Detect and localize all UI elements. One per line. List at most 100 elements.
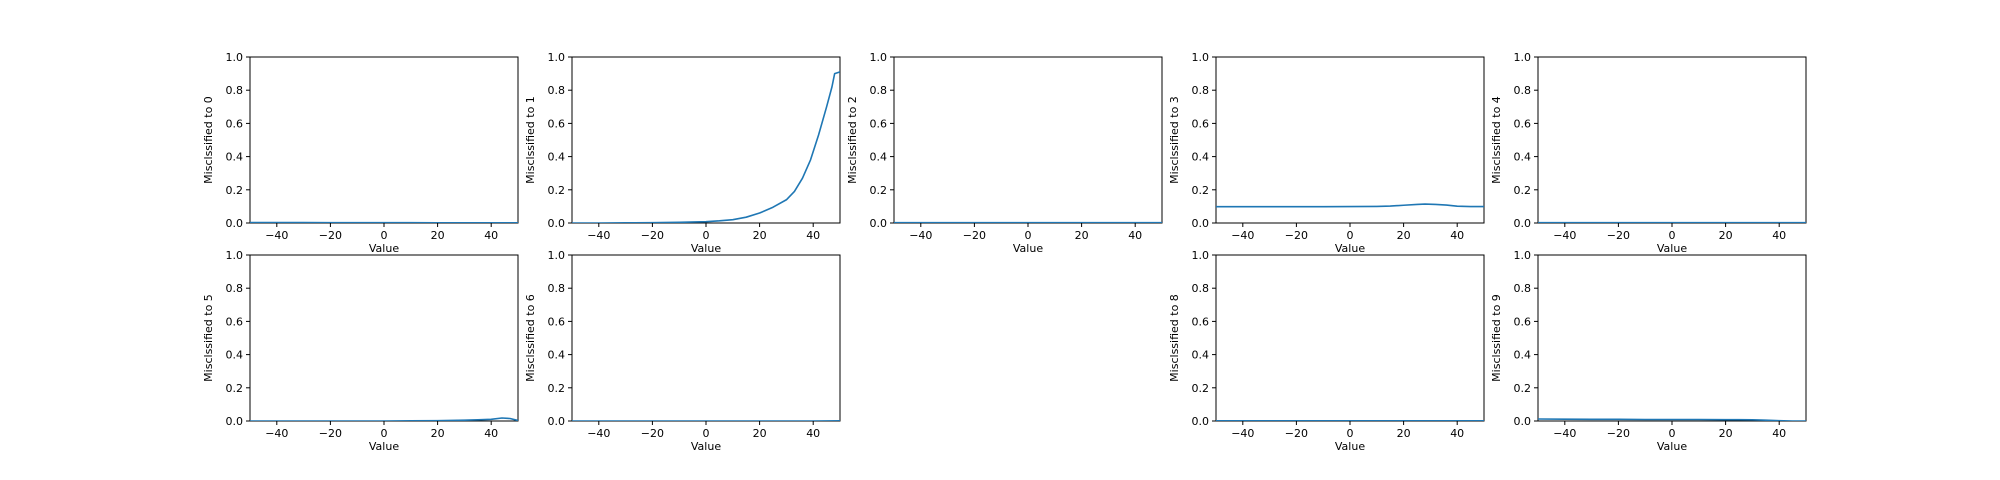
y-tick-label: 1.0 — [548, 249, 566, 262]
y-tick-label: 0.0 — [870, 217, 888, 230]
x-tick-label: 20 — [1075, 229, 1089, 242]
y-tick-label: 1.0 — [870, 51, 888, 64]
x-axis-label: Value — [691, 242, 721, 255]
y-tick-label: 1.0 — [548, 51, 566, 64]
x-tick-label: 40 — [1772, 229, 1786, 242]
x-tick-label: 40 — [1450, 427, 1464, 440]
y-tick-label: 0.4 — [548, 151, 566, 164]
x-axis-label: Value — [1335, 440, 1365, 453]
x-tick-label: 20 — [753, 229, 767, 242]
y-tick-label: 0.6 — [870, 117, 888, 130]
axes-frame — [571, 254, 841, 422]
x-tick-label: 40 — [806, 427, 820, 440]
x-tick-label: −20 — [641, 229, 664, 242]
x-tick-label: 40 — [484, 229, 498, 242]
x-tick-label: −20 — [641, 427, 664, 440]
x-tick-label: 0 — [1347, 427, 1354, 440]
x-axis-label: Value — [1657, 440, 1687, 453]
y-tick-label: 0.8 — [548, 84, 566, 97]
axes-frame — [1215, 254, 1485, 422]
x-tick-label: 20 — [431, 427, 445, 440]
y-axis-label: Misclssified to 8 — [1168, 294, 1181, 382]
y-tick-label: 0.8 — [1192, 84, 1210, 97]
x-tick-label: −40 — [1553, 229, 1576, 242]
x-tick-label: −40 — [265, 427, 288, 440]
subplot-8: −40 −20 0 20 40 0.0 0.2 0.4 0.6 0.8 1.0 Value Miscls… — [1490, 249, 1807, 453]
x-tick-label: −20 — [319, 427, 342, 440]
x-tick-label: −40 — [587, 427, 610, 440]
x-tick-label: 40 — [1450, 229, 1464, 242]
series-line — [1216, 203, 1484, 208]
x-tick-label: −40 — [265, 229, 288, 242]
x-tick-label: 0 — [1669, 229, 1676, 242]
y-tick-label: 0.4 — [1514, 349, 1532, 362]
y-tick-label: 0.6 — [1192, 315, 1210, 328]
x-axis-label: Value — [369, 440, 399, 453]
x-tick-label: −20 — [1285, 427, 1308, 440]
x-tick-label: 20 — [1397, 427, 1411, 440]
y-tick-label: 0.6 — [226, 315, 244, 328]
y-axis-label: Misclssified to 6 — [524, 294, 537, 382]
y-tick-label: 0.0 — [1514, 415, 1532, 428]
y-tick-label: 0.8 — [226, 282, 244, 295]
series-line — [1538, 418, 1806, 421]
y-tick-label: 0.6 — [548, 315, 566, 328]
y-tick-label: 0.2 — [226, 382, 244, 395]
y-tick-label: 0.2 — [548, 184, 566, 197]
y-tick-label: 0.8 — [1192, 282, 1210, 295]
x-tick-label: 20 — [1719, 229, 1733, 242]
y-tick-label: 0.2 — [1192, 184, 1210, 197]
x-axis-label: Value — [691, 440, 721, 453]
y-axis-label: Misclssified to 4 — [1490, 96, 1503, 184]
y-tick-label: 0.4 — [226, 151, 244, 164]
y-tick-label: 0.0 — [548, 217, 566, 230]
y-axis-label: Misclssified to 9 — [1490, 294, 1503, 382]
x-tick-label: 0 — [1025, 229, 1032, 242]
x-axis-label: Value — [1013, 242, 1043, 255]
subplot-7: −40 −20 0 20 40 0.0 0.2 0.4 0.6 0.8 1.0 Value Miscls… — [1168, 249, 1485, 453]
x-tick-label: 0 — [1347, 229, 1354, 242]
x-tick-label: 20 — [431, 229, 445, 242]
x-tick-label: 20 — [1719, 427, 1733, 440]
axes-frame — [1215, 56, 1485, 224]
x-tick-label: −20 — [1607, 229, 1630, 242]
x-tick-label: 20 — [753, 427, 767, 440]
y-tick-label: 0.2 — [1514, 382, 1532, 395]
axes-frame — [893, 56, 1163, 224]
x-tick-label: −20 — [1285, 229, 1308, 242]
series-line — [250, 417, 518, 421]
subplot-0: −40 −20 0 20 40 0.0 0.2 0.4 0.6 0.8 1.0 Value Miscls… — [202, 51, 519, 255]
y-tick-label: 1.0 — [1514, 249, 1532, 262]
y-tick-label: 0.0 — [1192, 217, 1210, 230]
x-tick-label: −20 — [1607, 427, 1630, 440]
y-tick-label: 0.6 — [226, 117, 244, 130]
y-axis-label: Misclssified to 1 — [524, 96, 537, 184]
x-tick-label: 0 — [703, 427, 710, 440]
y-tick-label: 0.0 — [226, 217, 244, 230]
axes-frame — [249, 56, 519, 224]
y-tick-label: 0.6 — [548, 117, 566, 130]
subplot-1: −40 −20 0 20 40 0.0 0.2 0.4 0.6 0.8 1.0 Value Miscls… — [524, 51, 841, 255]
y-axis-label: Misclssified to 5 — [202, 294, 215, 382]
x-tick-label: 40 — [806, 229, 820, 242]
y-tick-label: 1.0 — [226, 51, 244, 64]
y-tick-label: 0.4 — [548, 349, 566, 362]
subplot-2: −40 −20 0 20 40 0.0 0.2 0.4 0.6 0.8 1.0 Value Miscls… — [846, 51, 1163, 255]
axes-frame — [1537, 56, 1807, 224]
subplot-3: −40 −20 0 20 40 0.0 0.2 0.4 0.6 0.8 1.0 Value Miscls… — [1168, 51, 1485, 255]
y-tick-label: 0.8 — [226, 84, 244, 97]
x-tick-label: −20 — [963, 229, 986, 242]
y-tick-label: 0.0 — [1514, 217, 1532, 230]
subplot-6: −40 −20 0 20 40 0.0 0.2 0.4 0.6 0.8 1.0 Value Miscls… — [524, 249, 841, 453]
x-axis-label: Value — [1335, 242, 1365, 255]
y-tick-label: 0.2 — [548, 382, 566, 395]
y-tick-label: 0.2 — [1192, 382, 1210, 395]
y-tick-label: 0.4 — [870, 151, 888, 164]
y-tick-label: 0.8 — [1514, 282, 1532, 295]
y-tick-label: 0.4 — [1192, 151, 1210, 164]
y-tick-label: 0.8 — [870, 84, 888, 97]
x-axis-label: Value — [1657, 242, 1687, 255]
x-tick-label: 0 — [703, 229, 710, 242]
y-tick-label: 0.2 — [870, 184, 888, 197]
